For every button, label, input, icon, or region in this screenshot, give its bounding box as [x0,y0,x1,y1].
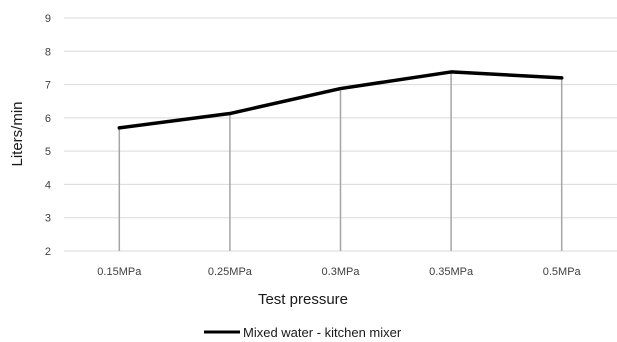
x-axis-ticks: 0.15MPa 0.25MPa 0.3MPa 0.35MPa 0.5MPa [97,266,581,278]
x-tick-label: 0.3MPa [322,266,361,278]
x-tick-label: 0.35MPa [429,266,474,278]
y-axis-ticks: 2 3 4 5 6 7 8 9 [45,13,51,258]
y-tick-label: 7 [45,80,51,92]
y-tick-label: 5 [45,146,51,158]
x-tick-label: 0.15MPa [97,266,142,278]
y-tick-label: 6 [45,113,51,125]
y-axis-title: Liters/min [9,101,26,166]
y-tick-label: 4 [45,179,51,191]
legend: Mixed water - kitchen mixer [204,325,402,340]
drop-lines [118,71,563,251]
y-tick-label: 2 [45,246,51,258]
x-axis-title: Test pressure [258,291,348,308]
legend-label: Mixed water - kitchen mixer [243,325,402,340]
series-line [117,70,564,130]
series-lines [117,70,564,130]
x-tick-label: 0.5MPa [543,266,582,278]
x-tick-label: 0.25MPa [208,266,253,278]
y-tick-label: 8 [45,46,51,58]
y-tick-label: 9 [45,13,51,25]
y-tick-label: 3 [45,213,51,225]
